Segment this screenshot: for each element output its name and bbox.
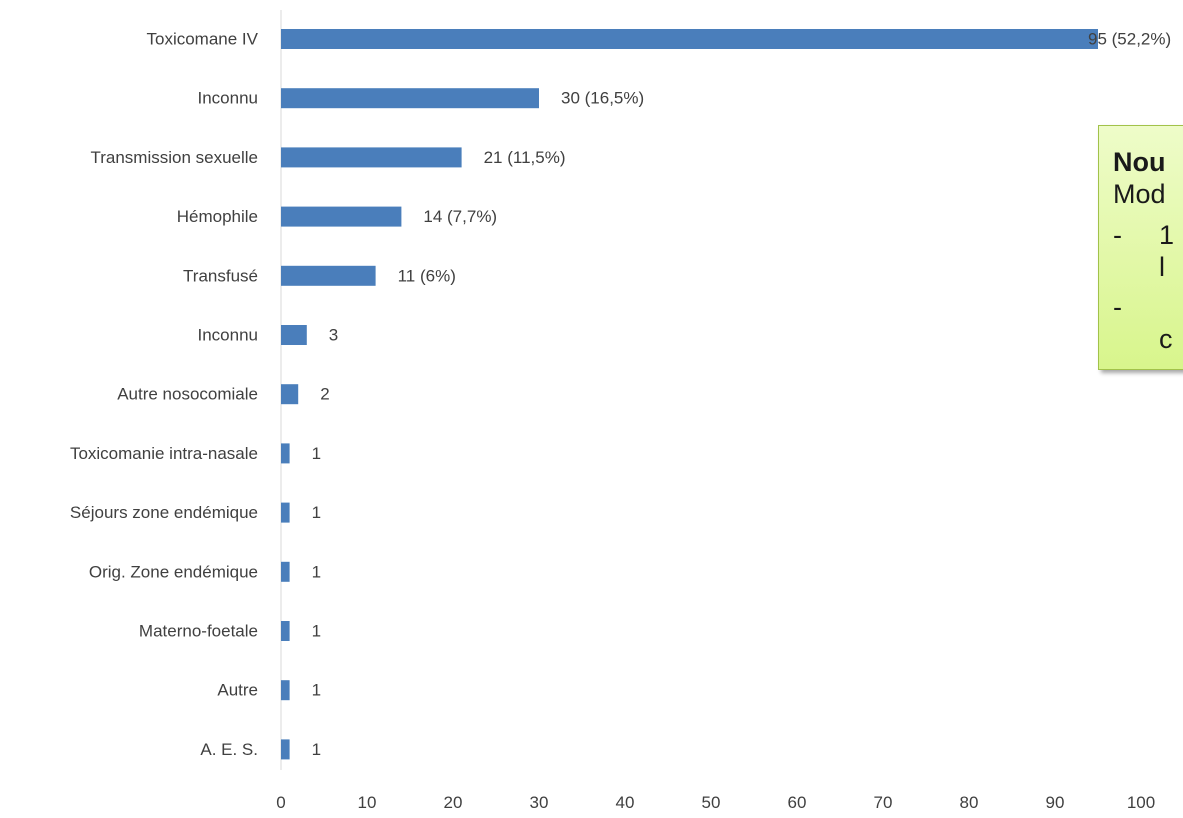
category-label: Transfusé	[183, 266, 258, 285]
x-axis-ticks-group: 0 10 20 30 40 50 60 70 80 90 100	[276, 793, 1155, 812]
note-bullet-1: -1	[1113, 218, 1183, 252]
x-tick-label: 80	[960, 793, 979, 812]
bars-group	[281, 29, 1098, 760]
note-title: Nou	[1113, 147, 1166, 177]
data-label: 3	[329, 326, 338, 345]
bar	[281, 680, 290, 701]
category-label: Séjours zone endémique	[70, 503, 258, 522]
category-label: A. E. S.	[200, 740, 258, 759]
data-label: 21 (11,5%)	[484, 148, 566, 167]
note-bullet-1-continuation: l	[1159, 252, 1165, 282]
bar	[281, 739, 290, 760]
x-tick-label: 40	[616, 793, 635, 812]
data-label: 1	[312, 622, 321, 641]
category-label: Orig. Zone endémique	[89, 562, 258, 581]
category-label: Toxicomane IV	[147, 30, 259, 49]
category-labels-group: Toxicomane IV Inconnu Transmission sexuell…	[70, 30, 259, 759]
category-label: Transmission sexuelle	[90, 148, 258, 167]
x-tick-label: 90	[1046, 793, 1065, 812]
data-label: 2	[320, 385, 329, 404]
bar	[281, 384, 299, 405]
category-label: Hémophile	[177, 207, 258, 226]
bar	[281, 325, 307, 345]
note-bullet-2-continuation: c	[1159, 324, 1173, 354]
category-label: Autre nosocomiale	[117, 385, 258, 404]
data-label: 1	[312, 681, 321, 700]
data-label: 11 (6%)	[398, 266, 456, 285]
bar	[281, 29, 1098, 49]
note-bullet-1-text: 1	[1159, 220, 1175, 250]
category-label: Inconnu	[198, 89, 259, 108]
x-tick-label: 70	[874, 793, 893, 812]
category-label: Materno-foetale	[139, 622, 258, 641]
data-labels-group: 95 (52,2%) 30 (16,5%) 21 (11,5%) 14 (7,7%) 1…	[312, 30, 1172, 759]
x-tick-label: 30	[530, 793, 549, 812]
note-bullet-2: -	[1113, 290, 1183, 324]
data-label: 1	[312, 444, 321, 463]
bar	[281, 147, 462, 168]
bar	[281, 206, 402, 227]
x-tick-label: 10	[358, 793, 377, 812]
bar	[281, 443, 290, 464]
data-label: 14 (7,7%)	[423, 207, 497, 226]
note-bullet-2-dash: -	[1113, 292, 1122, 322]
bar	[281, 88, 539, 109]
bar	[281, 502, 290, 523]
category-label: Autre	[217, 681, 258, 700]
note-bullet-1-dash: -	[1113, 220, 1122, 250]
category-label: Toxicomanie intra-nasale	[70, 444, 258, 463]
data-label: 95 (52,2%)	[1088, 30, 1171, 49]
bar	[281, 561, 290, 582]
x-tick-label: 0	[276, 793, 285, 812]
note-subtitle: Mod	[1113, 179, 1166, 209]
x-tick-label: 100	[1127, 793, 1155, 812]
x-tick-label: 60	[788, 793, 807, 812]
bar	[281, 265, 376, 286]
x-tick-label: 50	[702, 793, 721, 812]
data-label: 1	[312, 740, 321, 759]
data-label: 30 (16,5%)	[561, 89, 644, 108]
category-label: Inconnu	[198, 326, 259, 345]
annotation-note-box: Nou Mod -1 l - c	[1098, 125, 1183, 370]
x-tick-label: 20	[444, 793, 463, 812]
data-label: 1	[312, 562, 321, 581]
data-label: 1	[312, 503, 321, 522]
bar	[281, 621, 290, 641]
